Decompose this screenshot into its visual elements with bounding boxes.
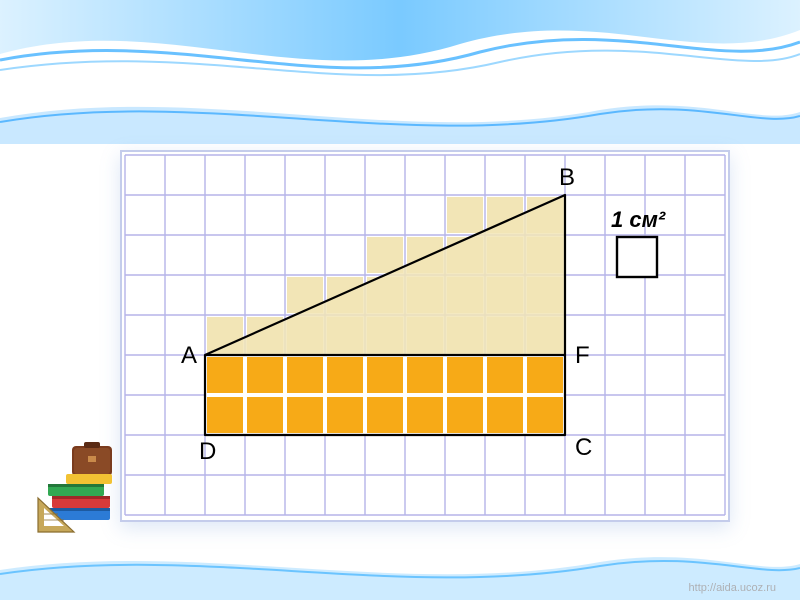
vertex-label-B: B (559, 164, 575, 191)
vertex-label-D: D (199, 438, 216, 465)
geometry-diagram: 1 см² A B F C D (122, 152, 728, 520)
vertex-label-A: A (181, 342, 197, 369)
books-briefcase-icon (34, 440, 134, 536)
diagram-frame: 1 см² A B F C D (120, 150, 730, 522)
footer-source-link: http://aida.ucoz.ru (689, 582, 776, 594)
vertex-label-C: C (575, 434, 592, 461)
svg-text:1 см²: 1 см² (611, 207, 666, 232)
vertex-label-F: F (575, 342, 590, 369)
wave-bottom (0, 548, 800, 600)
wave-top-1 (0, 0, 800, 86)
wave-top-2 (0, 92, 800, 144)
slide-root: 1 см² A B F C D http://aida.ucoz.ru (0, 0, 800, 600)
